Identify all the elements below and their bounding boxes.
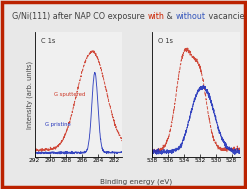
Text: with: with [148,12,165,21]
Y-axis label: Intensity (arb. units): Intensity (arb. units) [27,60,33,129]
Text: &: & [165,12,176,21]
Text: G sputtered: G sputtered [54,92,85,97]
Text: vacancies: vacancies [206,12,247,21]
Text: G pristine: G pristine [45,122,71,127]
Text: without: without [176,12,206,21]
Text: C 1s: C 1s [41,38,55,44]
Text: Binding energy (eV): Binding energy (eV) [100,179,172,185]
Text: O 1s: O 1s [158,38,173,44]
Text: G/Ni(111) after NAP CO exposure: G/Ni(111) after NAP CO exposure [12,12,148,21]
